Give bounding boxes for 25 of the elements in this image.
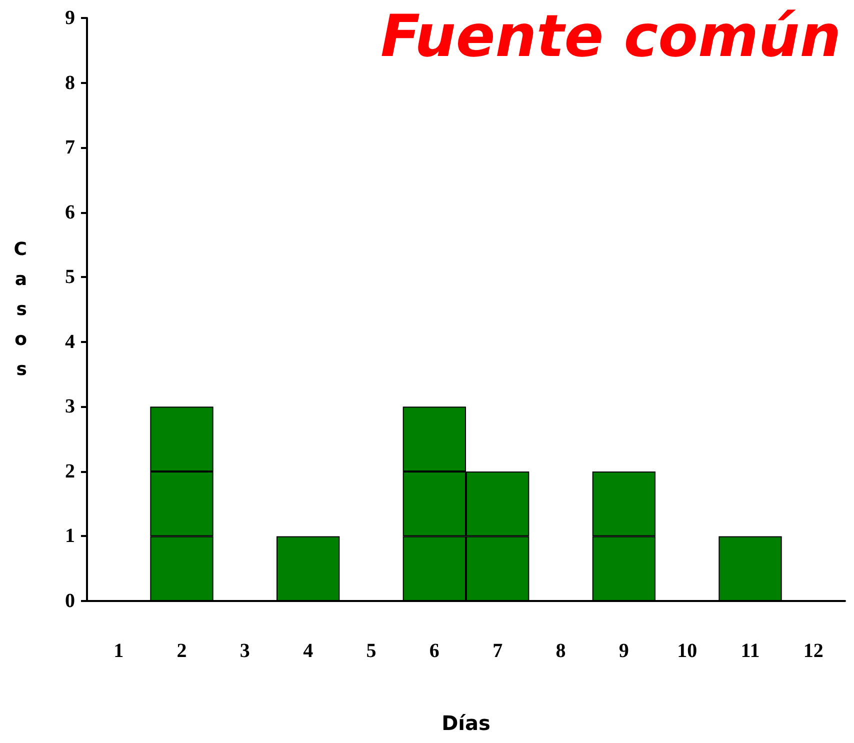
x-tick-label: 5 [366, 640, 376, 662]
y-tick-label: 3 [65, 396, 75, 418]
y-tick-label: 4 [65, 330, 75, 353]
x-tick-label: 6 [429, 640, 440, 662]
y-axis-title: Casos [14, 239, 27, 380]
x-tick-label: 12 [803, 640, 824, 662]
chart-title: Fuente común [380, 2, 842, 70]
y-tick-label: 9 [65, 7, 75, 29]
x-tick-label: 2 [176, 640, 187, 662]
x-tick-label: 8 [556, 640, 566, 662]
y-tick-label: 5 [65, 266, 75, 288]
y-tick-label: 0 [65, 590, 75, 612]
x-tick-label: 10 [677, 640, 698, 662]
x-tick-label: 4 [303, 640, 314, 662]
y-tick-label: 7 [65, 136, 75, 159]
x-tick-label: 1 [114, 640, 124, 662]
y-tick-label: 1 [65, 525, 75, 548]
x-tick-label: 9 [618, 640, 629, 662]
y-tick-label: 6 [65, 201, 75, 224]
x-tick-label: 3 [240, 640, 250, 662]
x-tick-label: 11 [740, 640, 760, 662]
y-tick-label: 8 [65, 72, 75, 94]
y-tick-label: 2 [65, 460, 75, 482]
x-axis-title: Días [442, 711, 490, 735]
x-tick-label: 7 [492, 640, 503, 662]
